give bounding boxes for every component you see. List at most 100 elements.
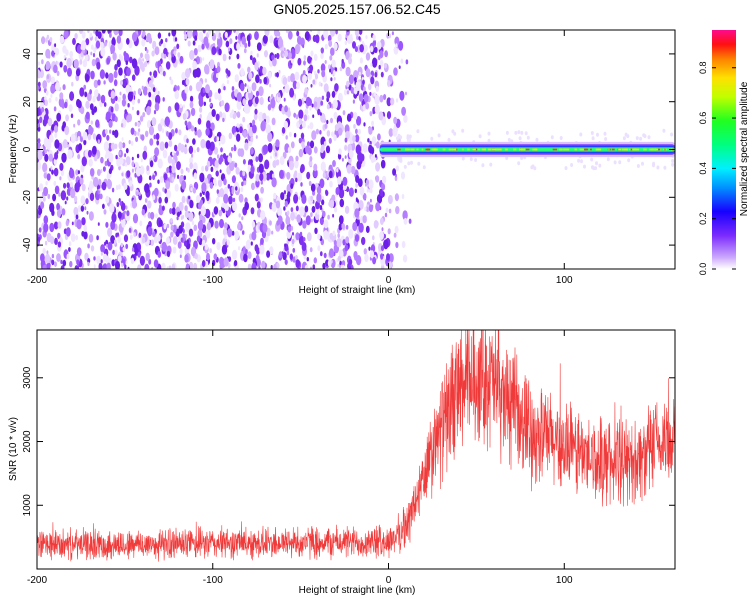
spectrogram-noise-speck: [280, 192, 285, 201]
spectrogram-noise-speck: [123, 182, 128, 190]
spectrogram-noise-speck: [205, 183, 209, 190]
spectrogram-noise-speck: [271, 173, 275, 179]
spectrogram-noise-speck: [146, 165, 150, 172]
spectrogram-noise-speck: [278, 251, 283, 259]
spectrogram-noise-speck: [250, 159, 253, 165]
spectrogram-noise-speck: [59, 61, 63, 68]
spectrogram-noise-speck: [136, 153, 140, 159]
spectrogram-noise-speck: [190, 107, 196, 117]
spectrogram-noise-speck: [304, 205, 309, 213]
spectrogram-noise-speck: [101, 30, 106, 34]
spectrogram-noise-speck: [334, 83, 339, 92]
spectrogram-noise-speck: [187, 121, 192, 130]
spectrogram-signal-peak: [608, 148, 610, 151]
spectrogram-noise-speck: [164, 116, 170, 127]
spectrogram-noise-speck: [176, 216, 179, 221]
spectrogram-noise-speck: [362, 79, 365, 85]
spectrogram-noise-speck: [375, 220, 379, 228]
spectrogram-signal-peak: [525, 148, 530, 151]
spectrogram-noise-speck: [150, 211, 155, 220]
spectrogram-noise-speck: [201, 43, 205, 50]
spectrogram-noise-speck: [102, 166, 106, 172]
spectrogram-noise-speck: [181, 71, 186, 81]
spectrogram-noise-speck: [227, 228, 233, 238]
spectrogram-noise-speck: [254, 96, 259, 105]
spectrogram-noise-speck: [42, 80, 48, 89]
spectrogram-noise-speck: [144, 263, 150, 269]
spectrogram-noise-speck: [176, 161, 181, 171]
spectrogram-noise-speck: [56, 70, 60, 77]
spectrogram-noise-speck: [167, 155, 173, 164]
spectrogram-noise-speck: [310, 266, 312, 269]
spectrogram-noise-speck: [271, 177, 277, 188]
spectrogram-noise-speck: [114, 239, 117, 245]
spectrogram-noise-speck: [378, 64, 381, 70]
spectrogram-noise-speck: [142, 112, 146, 118]
spectrogram-noise-speck: [221, 202, 225, 208]
spectrogram-noise-speck: [345, 130, 350, 140]
spectrogram-noise-speck: [103, 209, 107, 215]
spectrogram-noise-speck: [149, 182, 152, 188]
spectrogram-noise-speck: [430, 136, 434, 141]
spectrogram-noise-speck: [334, 67, 338, 72]
spectrogram-noise-speck: [93, 47, 97, 53]
spectrogram-noise-speck: [287, 146, 292, 154]
spectrogram-noise-speck: [93, 30, 96, 34]
spectrogram-noise-speck: [394, 225, 399, 234]
spectrogram-noise-speck: [260, 180, 263, 185]
spectrogram-noise-speck: [132, 213, 139, 224]
spectrogram-noise-speck: [391, 31, 394, 36]
spectrogram-noise-speck: [328, 248, 335, 258]
spectrogram-noise-speck: [216, 242, 221, 251]
spectrogram-noise-speck: [348, 74, 354, 85]
spectrogram-noise-speck: [252, 124, 257, 134]
spectrogram-noise-speck: [95, 40, 101, 49]
spectrogram-noise-speck: [44, 99, 48, 107]
spectrogram-noise-speck: [375, 202, 381, 212]
spectrogram-noise-speck: [119, 201, 122, 206]
spectrogram-noise-speck: [106, 134, 110, 141]
spectrogram-noise-speck: [63, 30, 69, 39]
spectrogram-noise-speck: [43, 222, 49, 233]
spectrogram-noise-speck: [117, 184, 121, 190]
spectrogram-noise-speck: [97, 178, 102, 186]
spectrogram-noise-speck: [192, 40, 196, 46]
spectrogram-signal-peak: [663, 148, 665, 151]
spectrogram-noise-speck: [122, 78, 127, 87]
spectrogram-noise-speck: [111, 37, 116, 47]
spectrogram-noise-speck: [242, 170, 246, 177]
spectrogram-noise-speck: [344, 155, 347, 159]
spectrogram-noise-speck: [159, 204, 162, 210]
spectrogram-noise-speck: [114, 64, 118, 71]
spectrogram-noise-speck: [227, 70, 231, 77]
spectrogram-noise-speck: [311, 205, 316, 213]
spectrogram-noise-speck: [606, 157, 610, 162]
spectrogram-noise-speck: [342, 239, 346, 246]
spectrogram-noise-speck: [374, 46, 378, 54]
spectrogram-noise-speck: [642, 133, 646, 138]
spectrogram-noise-speck: [239, 126, 243, 134]
spectrogram-noise-speck: [202, 216, 206, 224]
spectrogram-noise-speck: [295, 255, 298, 261]
spectrogram-noise-speck: [320, 63, 326, 72]
spectrogram-noise-speck: [104, 160, 108, 167]
spectrogram-noise-speck: [362, 215, 367, 224]
spectrogram-noise-speck: [255, 156, 259, 163]
spectrogram-noise-speck: [350, 165, 356, 175]
spectrogram-noise-speck: [395, 241, 399, 249]
spectrogram-noise-speck: [51, 259, 54, 265]
spectrogram-noise-speck: [102, 263, 108, 269]
spectrogram-noise-speck: [60, 259, 63, 265]
spectrogram-noise-speck: [158, 219, 163, 227]
spectrogram-noise-speck: [403, 114, 408, 123]
spectrogram-noise-speck: [489, 162, 493, 167]
spectrogram-noise-speck: [56, 209, 62, 218]
spectrogram-noise-speck: [122, 247, 125, 252]
spectrogram-noise-speck: [303, 60, 306, 66]
spectrogram-noise-speck: [290, 73, 296, 83]
spectrogram-noise-speck: [198, 202, 202, 210]
spectrogram-noise-speck: [622, 136, 626, 141]
spectrogram-noise-speck: [333, 134, 337, 142]
spectrogram-noise-speck: [330, 117, 333, 124]
spectrogram-noise-speck: [76, 259, 80, 266]
